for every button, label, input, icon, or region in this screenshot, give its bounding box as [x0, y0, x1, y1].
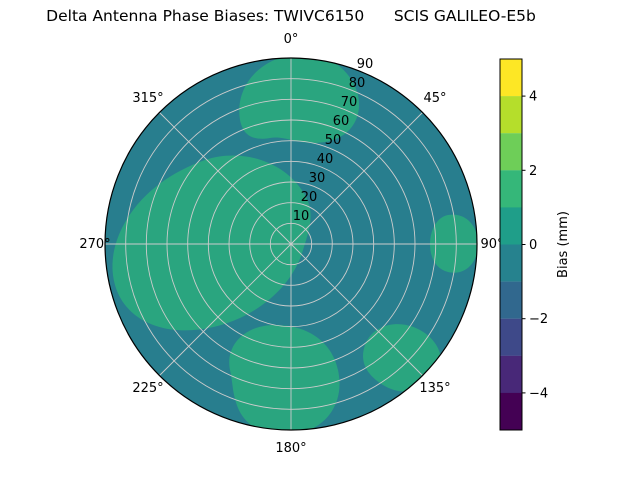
- angular-tick-labels: 0° 45° 90° 135° 180° 225° 270° 315°: [79, 32, 503, 456]
- radial-tick-30: 30: [309, 171, 326, 186]
- colorbar-tick-2: 2: [529, 164, 537, 179]
- bias-patch-left: [112, 155, 311, 331]
- radial-tick-10: 10: [293, 209, 310, 224]
- colorbar: 4 2 0 −2 −4 Bias (mm): [499, 58, 571, 431]
- colorbar-tick-0: 0: [529, 238, 537, 253]
- colorbar-band-n1-0: [500, 244, 522, 282]
- angular-tick-315: 315°: [132, 91, 163, 106]
- colorbar-band-n5-n4: [500, 392, 522, 430]
- radial-tick-40: 40: [317, 152, 334, 167]
- colorbar-tick-n2: −2: [529, 312, 548, 327]
- angular-tick-0: 0°: [284, 32, 299, 47]
- radial-tick-60: 60: [333, 114, 350, 129]
- colorbar-band-0-1: [500, 207, 522, 245]
- colorbar-band-n3-n2: [500, 318, 522, 356]
- colorbar-tick-n4: −4: [529, 386, 548, 401]
- colorbar-band-1-2: [500, 170, 522, 208]
- radial-tick-labels: 10 20 30 40 50 60 70 80 90: [293, 57, 374, 224]
- colorbar-band-n4-n3: [500, 355, 522, 393]
- radial-tick-90: 90: [357, 57, 374, 72]
- angular-tick-180: 180°: [275, 441, 306, 456]
- angular-tick-90: 90°: [480, 237, 503, 252]
- colorbar-tick-marks: [522, 95, 526, 394]
- colorbar-band-2-3: [500, 133, 522, 171]
- colorbar-band-n2-n1: [500, 281, 522, 319]
- radial-tick-20: 20: [301, 190, 318, 205]
- colorbar-band-3-4: [500, 96, 522, 134]
- polar-axes-outline: [104, 57, 478, 431]
- colorbar-band-4-5: [500, 59, 522, 97]
- colorbar-axis-label: Bias (mm): [556, 211, 571, 278]
- bias-patch-top: [239, 58, 360, 143]
- angular-tick-45: 45°: [423, 91, 446, 106]
- radial-tick-70: 70: [341, 95, 358, 110]
- colorbar-tick-labels: 4 2 0 −2 −4: [529, 90, 548, 402]
- colorbar-tick-4: 4: [529, 90, 537, 105]
- radial-tick-80: 80: [349, 76, 366, 91]
- chart-title: Delta Antenna Phase Biases: TWIVC6150 SC…: [46, 7, 536, 25]
- angular-tick-135: 135°: [419, 381, 450, 396]
- polar-grid: [105, 58, 477, 430]
- radial-tick-50: 50: [325, 133, 342, 148]
- angular-tick-225: 225°: [132, 381, 163, 396]
- angular-tick-270: 270°: [79, 237, 110, 252]
